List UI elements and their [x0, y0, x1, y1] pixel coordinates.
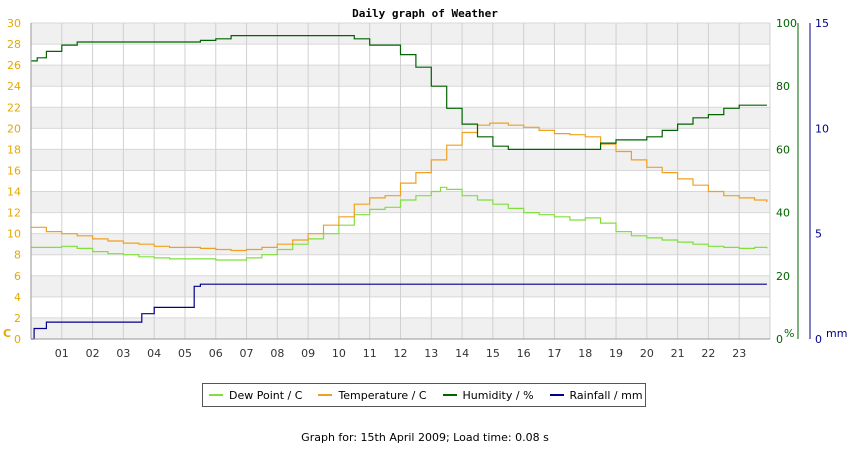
x-tick-label: 03 — [116, 347, 130, 360]
y-tick-label-temp: 4 — [14, 291, 21, 304]
legend-item-rainfall: Rainfall / mm — [549, 388, 643, 402]
y-tick-label-humidity: 0 — [776, 333, 783, 346]
x-tick-label: 16 — [517, 347, 531, 360]
temp-axis-unit: C — [3, 327, 11, 340]
x-tick-label: 15 — [486, 347, 500, 360]
x-tick-label: 02 — [86, 347, 100, 360]
x-tick-label: 06 — [209, 347, 223, 360]
y-tick-label-temp: 6 — [14, 270, 21, 283]
series-line-dew — [31, 186, 768, 261]
y-tick-label-rain: 10 — [815, 122, 829, 135]
legend-swatch-rainfall — [549, 394, 564, 396]
x-tick-label: 12 — [394, 347, 408, 360]
y-tick-label-temp: 26 — [7, 59, 21, 72]
y-tick-label-temp: 10 — [7, 228, 21, 241]
y-tick-label-temp: 2 — [14, 312, 21, 325]
x-tick-label: 19 — [609, 347, 623, 360]
x-tick-label: 10 — [332, 347, 346, 360]
y-tick-label-humidity: 80 — [776, 80, 790, 93]
y-tick-label-temp: 24 — [7, 80, 21, 93]
humidity-axis-unit: % — [784, 327, 794, 340]
y-tick-label-temp: 20 — [7, 122, 21, 135]
legend-item-humidity: Humidity / % — [442, 388, 534, 402]
y-tick-label-humidity: 60 — [776, 143, 790, 156]
legend-item-temperature: Temperature / C — [318, 388, 427, 402]
x-tick-label: 13 — [424, 347, 438, 360]
series-line-humidity — [31, 35, 767, 150]
x-tick-label: 21 — [671, 347, 685, 360]
x-tick-label: 20 — [640, 347, 654, 360]
x-tick-label: 23 — [732, 347, 746, 360]
series-line-temperature — [31, 122, 768, 252]
y-tick-label-temp: 30 — [7, 17, 21, 30]
y-tick-label-humidity: 100 — [776, 17, 797, 30]
y-tick-label-rain: 15 — [815, 17, 829, 30]
legend-swatch-dew — [209, 394, 223, 396]
legend-label-temperature: Temperature / C — [338, 388, 427, 402]
y-tick-label-temp: 22 — [7, 101, 21, 114]
legend: Dew Point / C Temperature / C Humidity / %… — [202, 383, 646, 407]
x-tick-label: 14 — [455, 347, 469, 360]
series-layer — [31, 35, 768, 340]
x-tick-label: 08 — [270, 347, 284, 360]
x-tick-label: 07 — [240, 347, 254, 360]
x-tick-label: 05 — [178, 347, 192, 360]
y-tick-label-rain: 0 — [815, 333, 822, 346]
x-tick-label: 22 — [701, 347, 715, 360]
y-tick-label-temp: 16 — [7, 164, 21, 177]
legend-swatch-humidity — [442, 394, 457, 396]
y-tick-label-temp: 8 — [14, 249, 21, 262]
x-tick-label: 18 — [578, 347, 592, 360]
legend-swatch-temperature — [318, 394, 333, 396]
footer-status: Graph for: 15th April 2009; Load time: 0… — [301, 431, 549, 444]
tick-labels: 01 02 03 04 05 06 07 08 09 10 11 12 13 14 15 16 17 18 19 20… — [3, 17, 847, 360]
y-tick-label-temp: 0 — [14, 333, 21, 346]
rain-axis-unit: mm — [826, 327, 847, 340]
y-tick-label-humidity: 20 — [776, 270, 790, 283]
legend-label-rainfall: Rainfall / mm — [569, 388, 643, 402]
x-tick-label: 09 — [301, 347, 315, 360]
chart-title: Daily graph of Weather — [352, 7, 498, 20]
plot-grid — [30, 22, 771, 340]
x-tick-label: 04 — [147, 347, 161, 360]
legend-label-dew: Dew Point / C — [229, 388, 303, 402]
plot-axes — [30, 23, 811, 340]
series-line-rainfall — [31, 283, 767, 340]
y-tick-label-temp: 28 — [7, 38, 21, 51]
y-tick-label-rain: 5 — [815, 228, 822, 241]
y-tick-label-temp: 18 — [7, 143, 21, 156]
legend-label-humidity: Humidity / % — [462, 388, 534, 402]
x-tick-label: 01 — [55, 347, 69, 360]
x-tick-label: 17 — [547, 347, 561, 360]
x-tick-label: 11 — [363, 347, 377, 360]
y-tick-label-temp: 14 — [7, 186, 21, 199]
y-tick-label-temp: 12 — [7, 207, 21, 220]
legend-item-dew: Dew Point / C — [209, 389, 302, 402]
y-tick-label-humidity: 40 — [776, 207, 790, 220]
